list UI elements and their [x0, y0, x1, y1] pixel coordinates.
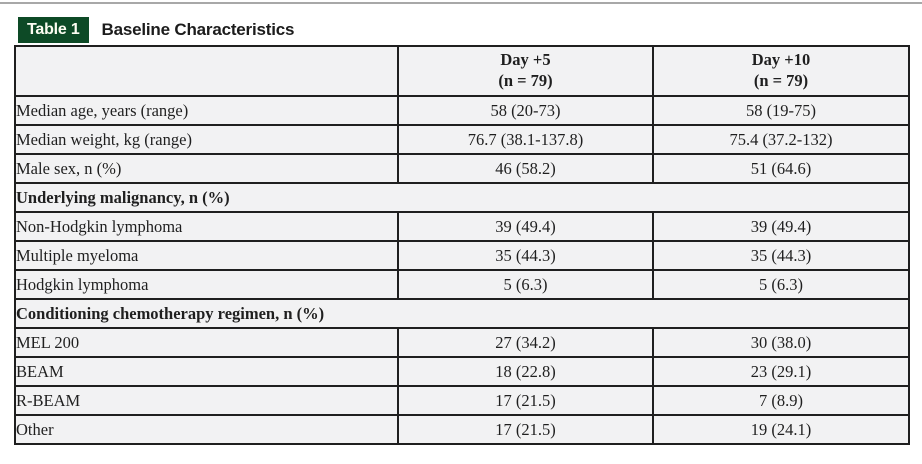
table-title: Baseline Characteristics	[101, 20, 295, 39]
row-label: Male sex, n (%)	[14, 153, 399, 184]
day10-value: 51 (64.6)	[652, 153, 910, 184]
column-header-day10-line1: Day +10	[751, 50, 811, 70]
section-row-conditioning-regimen: Conditioning chemotherapy regimen, n (%)	[14, 298, 910, 329]
day5-value: 17 (21.5)	[397, 385, 654, 416]
column-header-day5-line2: (n = 79)	[498, 71, 553, 90]
day10-value: 5 (6.3)	[652, 269, 910, 300]
day5-value: 35 (44.3)	[397, 240, 654, 271]
column-header-day10-line2: (n = 79)	[753, 71, 809, 90]
day10-value: 39 (49.4)	[652, 211, 910, 242]
day5-value: 5 (6.3)	[397, 269, 654, 300]
table-row-other: Other 17 (21.5) 19 (24.1)	[14, 414, 910, 445]
table-row-median-age: Median age, years (range) 58 (20-73) 58 …	[14, 95, 910, 126]
column-header-row: Day +5 (n = 79) Day +10 (n = 79)	[14, 45, 910, 97]
day10-value: 30 (38.0)	[652, 327, 910, 358]
empty-header-cell	[14, 45, 399, 97]
day10-value: 35 (44.3)	[652, 240, 910, 271]
day5-value: 27 (34.2)	[397, 327, 654, 358]
row-label: Non-Hodgkin lymphoma	[14, 211, 399, 242]
row-label: Multiple myeloma	[14, 240, 399, 271]
day5-value: 17 (21.5)	[397, 414, 654, 445]
row-label: R-BEAM	[14, 385, 399, 416]
table-row-median-weight: Median weight, kg (range) 76.7 (38.1-137…	[14, 124, 910, 155]
day10-value: 7 (8.9)	[652, 385, 910, 416]
day10-value: 75.4 (37.2-132)	[652, 124, 910, 155]
section-label: Underlying malignancy, n (%)	[14, 182, 910, 213]
day10-value: 19 (24.1)	[652, 414, 910, 445]
row-label: MEL 200	[14, 327, 399, 358]
day10-value: 23 (29.1)	[652, 356, 910, 387]
column-header-day10: Day +10 (n = 79)	[652, 45, 910, 97]
column-header-day5: Day +5 (n = 79)	[397, 45, 654, 97]
column-header-day5-line1: Day +5	[500, 50, 551, 70]
row-label: Other	[14, 414, 399, 445]
table-title-band: Table 1 Baseline Characteristics	[18, 17, 294, 43]
table-number-badge: Table 1	[18, 17, 89, 43]
row-label: BEAM	[14, 356, 399, 387]
baseline-characteristics-table: Day +5 (n = 79) Day +10 (n = 79) Median …	[14, 45, 910, 445]
table-row-multiple-myeloma: Multiple myeloma 35 (44.3) 35 (44.3)	[14, 240, 910, 271]
section-row-underlying-malignancy: Underlying malignancy, n (%)	[14, 182, 910, 213]
table-row-hodgkin-lymphoma: Hodgkin lymphoma 5 (6.3) 5 (6.3)	[14, 269, 910, 300]
section-label: Conditioning chemotherapy regimen, n (%)	[14, 298, 910, 329]
top-rule-divider	[0, 2, 922, 4]
day5-value: 46 (58.2)	[397, 153, 654, 184]
day5-value: 18 (22.8)	[397, 356, 654, 387]
day10-value: 58 (19-75)	[652, 95, 910, 126]
day5-value: 76.7 (38.1-137.8)	[397, 124, 654, 155]
row-label: Hodgkin lymphoma	[14, 269, 399, 300]
table-row-r-beam: R-BEAM 17 (21.5) 7 (8.9)	[14, 385, 910, 416]
day5-value: 58 (20-73)	[397, 95, 654, 126]
day5-value: 39 (49.4)	[397, 211, 654, 242]
table-row-mel-200: MEL 200 27 (34.2) 30 (38.0)	[14, 327, 910, 358]
table-row-male-sex: Male sex, n (%) 46 (58.2) 51 (64.6)	[14, 153, 910, 184]
table-row-beam: BEAM 18 (22.8) 23 (29.1)	[14, 356, 910, 387]
row-label: Median weight, kg (range)	[14, 124, 399, 155]
row-label: Median age, years (range)	[14, 95, 399, 126]
table-row-non-hodgkin-lymphoma: Non-Hodgkin lymphoma 39 (49.4) 39 (49.4)	[14, 211, 910, 242]
